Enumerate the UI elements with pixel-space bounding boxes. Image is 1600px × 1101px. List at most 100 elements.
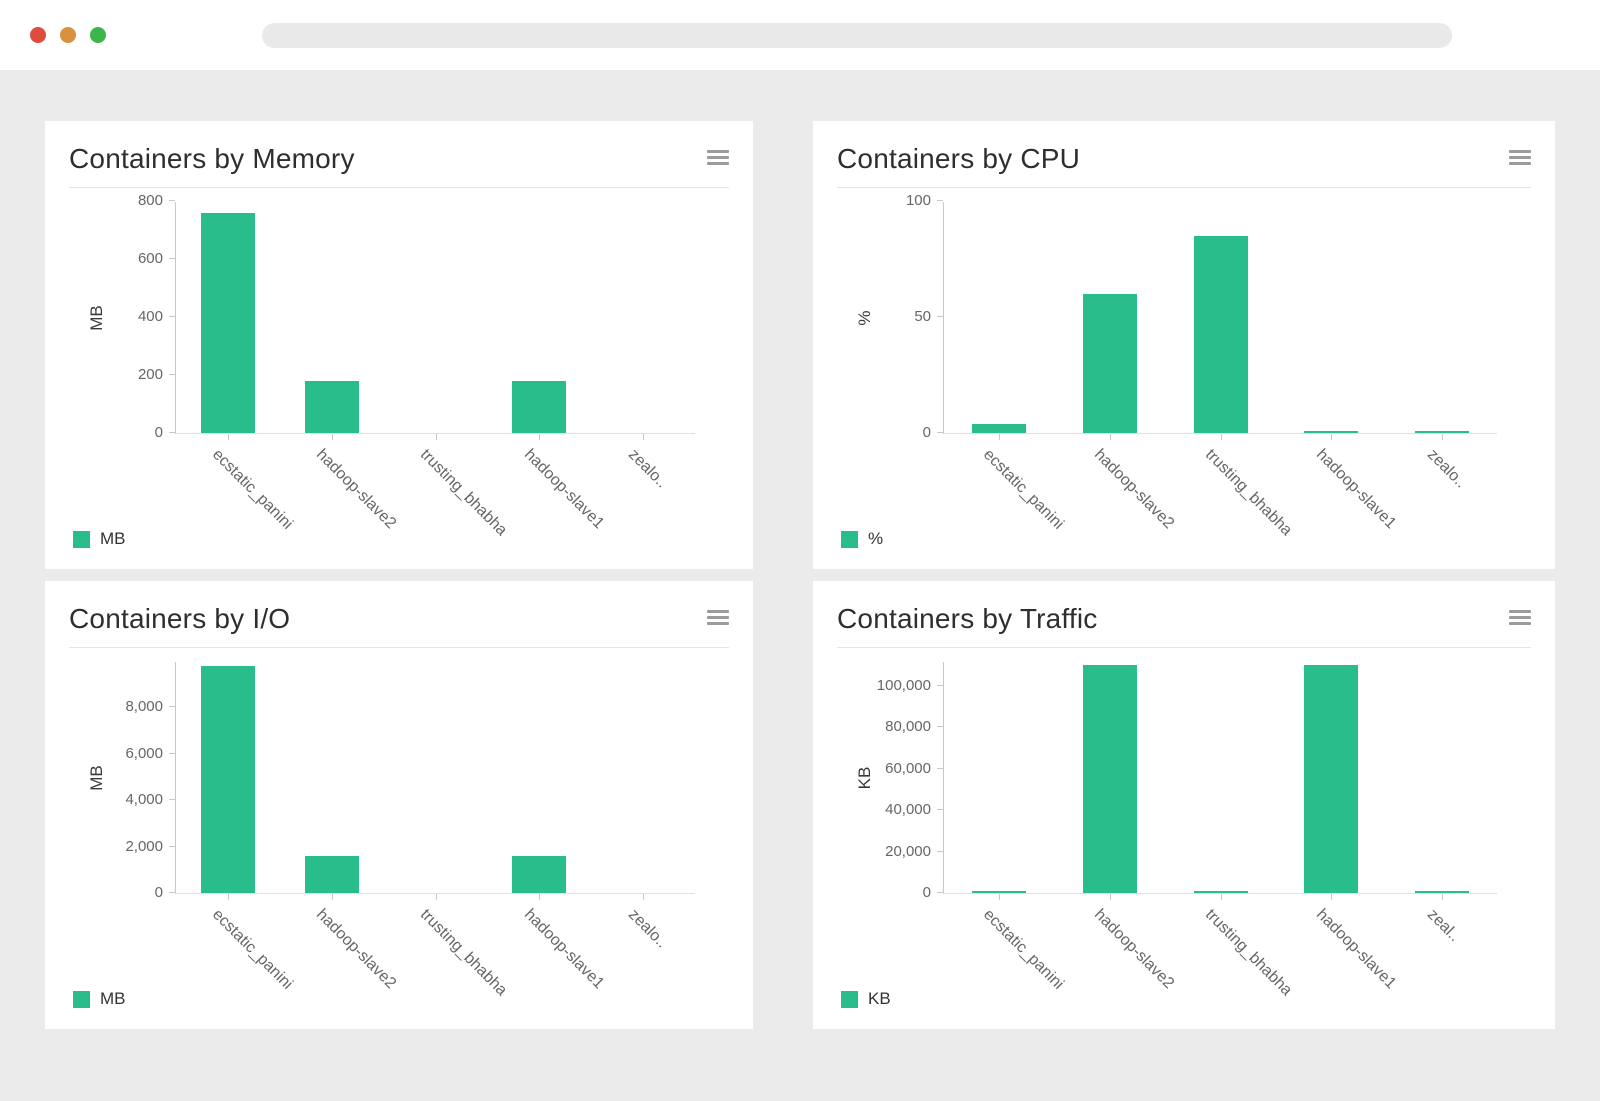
chart-bar[interactable] [304,855,359,893]
y-tick-mark [937,892,943,893]
y-tick-mark [937,432,943,433]
maximize-window-icon[interactable] [90,27,106,43]
io-chart: MB 0 2,000 4,000 6,000 8,000 ecstatic_panini… [69,662,729,1014]
legend-swatch [73,530,90,548]
io-panel: Containers by I/O MB 0 2,000 4,000 6,000 8,0… [45,581,753,1029]
y-tick-mark [937,316,943,317]
chart-bar[interactable] [1193,235,1248,433]
x-axis-labels: ecstatic_panini hadoop-slave2 trusting_bha… [175,434,695,554]
y-tick-label: 20,000 [885,842,931,860]
y-tick-mark [937,809,943,811]
x-tick-mark [1220,894,1222,900]
x-axis-labels: ecstatic_panini hadoop-slave2 trusting_bha… [943,434,1497,554]
y-tick-label: 0 [922,424,931,441]
close-window-icon[interactable] [30,27,46,43]
y-tick-mark [169,258,175,259]
legend-label: KB [868,989,891,1008]
x-axis-label: trusting_bhabha [416,446,511,540]
x-axis-label: hadoop-slave1 [1312,446,1400,533]
x-axis-label: hadoop-slave1 [520,446,608,533]
plot-area: 0 200 400 600 800 [138,192,695,441]
x-tick-mark [1331,434,1333,440]
dashboard: Containers by Memory MB 0 200 400 600 800 ec… [0,70,1600,1029]
x-axis-label: hadoop-slave1 [520,906,608,993]
panel-title: Containers by CPU [837,143,1081,174]
x-tick-mark [643,434,645,440]
y-tick-mark [937,726,943,728]
legend[interactable]: KB [841,989,891,1009]
legend-label: % [868,529,884,548]
y-tick-mark [937,850,943,852]
window-controls [30,27,106,43]
menu-icon[interactable] [707,603,729,632]
y-tick-label: 200 [137,366,163,383]
y-axis-title: % [855,310,874,326]
x-axis-label: ecstatic_panini [208,906,296,993]
chart-bar[interactable] [304,380,359,433]
x-tick-mark [227,894,229,900]
minimize-window-icon[interactable] [60,27,76,43]
y-axis-title: KB [855,766,874,790]
y-tick-mark [169,845,175,847]
y-tick-label: 40,000 [885,801,931,819]
legend-swatch [841,530,858,548]
x-tick-mark [1109,434,1111,440]
chart-bar[interactable] [200,212,255,433]
plot-area: 0 20,000 40,000 60,000 80,000 100,000 [877,662,1497,901]
y-axis-title: MB [87,765,106,791]
legend[interactable]: MB [73,989,126,1009]
x-axis-label: ecstatic_panini [980,446,1068,533]
y-tick-label: 100 [905,192,931,209]
x-tick-mark [1331,894,1333,900]
cpu-panel: Containers by CPU % 0 50 100 ecstatic_pani… [813,121,1555,569]
x-axis-label: ecstatic_panini [980,906,1068,993]
y-tick-mark [937,200,943,201]
chart-bar[interactable] [1304,430,1359,433]
panel-header: Containers by Traffic [837,603,1531,648]
address-bar[interactable] [262,22,1452,48]
chart-bar[interactable] [512,380,567,433]
menu-icon[interactable] [1509,143,1531,172]
chart-bar[interactable] [1414,430,1469,433]
chart-bar[interactable] [1082,665,1137,893]
y-tick-label: 0 [922,884,931,901]
legend[interactable]: % [841,529,883,549]
panel-header: Containers by I/O [69,603,729,648]
x-axis-label: zealo.. [624,906,671,952]
y-tick-label: 8,000 [125,698,163,716]
y-tick-label: 60,000 [885,759,931,777]
legend[interactable]: MB [73,529,126,549]
chart-bar[interactable] [1082,293,1137,433]
chart-bar[interactable] [1414,891,1469,893]
x-tick-mark [227,434,229,440]
x-axis-label: trusting_bhabha [1201,446,1296,540]
chart-bar[interactable] [1193,891,1248,893]
menu-icon[interactable] [707,143,729,172]
plot-area: 0 2,000 4,000 6,000 8,000 [125,662,695,901]
x-axis-label: hadoop-slave2 [1091,446,1178,533]
y-tick-mark [169,374,175,375]
legend-swatch [841,990,858,1008]
menu-icon[interactable] [1509,603,1531,632]
x-axis-labels: ecstatic_panini hadoop-slave2 trusting_bha… [175,894,695,1014]
y-tick-label: 6,000 [125,744,163,762]
y-tick-label: 4,000 [125,791,163,809]
y-tick-mark [169,706,175,708]
y-tick-label: 600 [137,250,163,267]
traffic-chart: KB 0 20,000 40,000 60,000 80,000 100,000 ecst… [837,662,1531,1014]
x-tick-mark [1220,434,1222,440]
y-tick-mark [169,316,175,317]
y-tick-label: 400 [137,308,163,325]
chart-bar[interactable] [512,855,567,893]
chart-bar[interactable] [200,665,255,893]
y-tick-label: 80,000 [885,718,931,736]
y-tick-label: 100,000 [876,676,931,694]
chart-bar[interactable] [972,891,1027,893]
y-tick-label: 0 [154,884,163,901]
x-tick-mark [1109,894,1111,900]
x-axis-label: trusting_bhabha [416,906,511,1000]
chart-bar[interactable] [972,423,1027,433]
chart-bar[interactable] [1304,665,1359,893]
y-tick-mark [169,200,175,201]
x-tick-mark [999,894,1001,900]
